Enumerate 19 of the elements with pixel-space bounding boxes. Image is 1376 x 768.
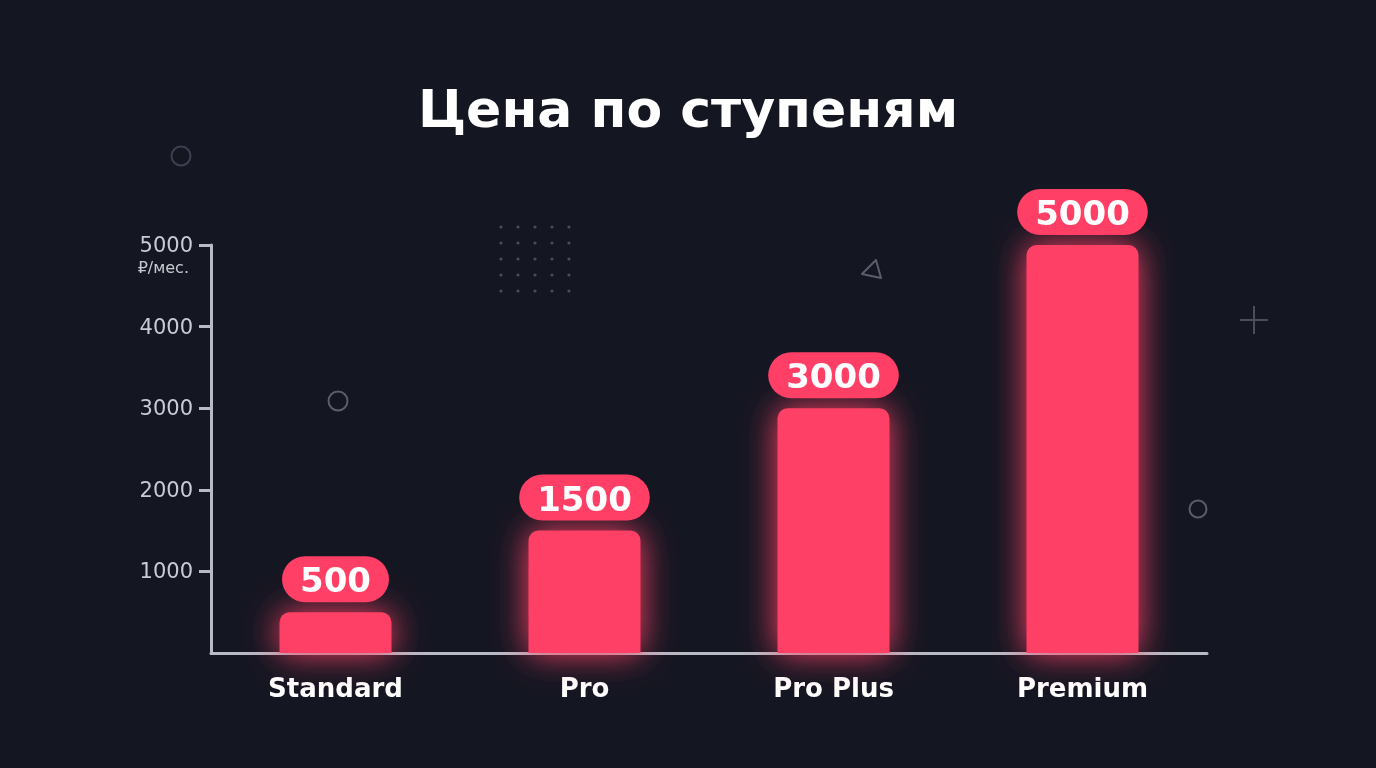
data-label: 3000	[786, 356, 881, 397]
x-tick-label: Premium	[1016, 673, 1149, 703]
y-tick-label: 4000	[139, 314, 193, 339]
y-axis-title: ₽/мес.	[137, 257, 189, 277]
bar	[777, 408, 890, 653]
data-label: 5000	[1035, 193, 1130, 233]
y-tick-label: 3000	[139, 396, 193, 421]
bar	[528, 530, 641, 653]
chart-title: Цена по ступеням	[417, 79, 959, 139]
data-label: 500	[300, 560, 371, 601]
y-tick-label: 2000	[139, 477, 193, 502]
y-tick-label: 5000	[139, 233, 193, 257]
bar	[1026, 245, 1139, 653]
x-tick-label: Standard	[268, 673, 403, 703]
bar	[279, 612, 392, 653]
data-label: 1500	[537, 478, 632, 519]
y-tick-label: 1000	[139, 559, 193, 584]
x-tick-label: Pro	[559, 673, 610, 703]
x-tick-label: Pro Plus	[773, 673, 894, 703]
